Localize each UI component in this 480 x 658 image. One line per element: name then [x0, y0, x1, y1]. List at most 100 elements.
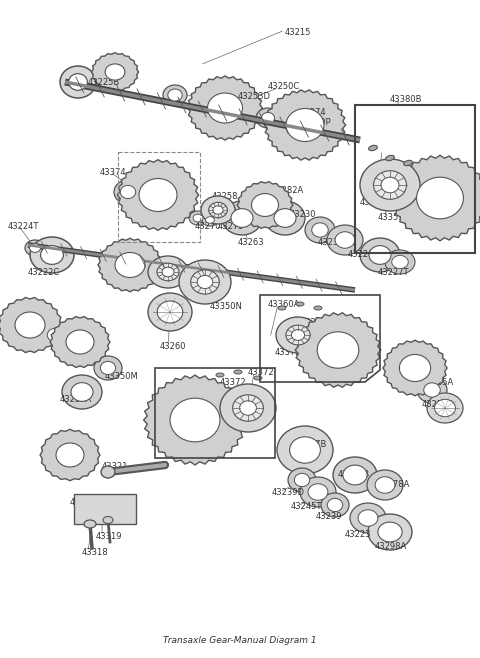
Text: 43239D: 43239D: [272, 488, 305, 497]
Ellipse shape: [56, 443, 84, 467]
Ellipse shape: [233, 395, 264, 421]
Ellipse shape: [60, 66, 96, 98]
Ellipse shape: [314, 306, 322, 310]
Text: 43353A: 43353A: [215, 420, 247, 429]
Ellipse shape: [312, 223, 328, 237]
Text: 43255A: 43255A: [60, 395, 92, 404]
Text: 43372: 43372: [220, 378, 247, 387]
Text: 43250C: 43250C: [268, 82, 300, 91]
Ellipse shape: [62, 375, 102, 409]
Ellipse shape: [417, 377, 447, 403]
Text: 43215: 43215: [285, 28, 312, 37]
Ellipse shape: [84, 520, 96, 528]
Ellipse shape: [25, 240, 45, 256]
Text: 43263: 43263: [238, 238, 264, 247]
Ellipse shape: [300, 477, 336, 507]
Ellipse shape: [327, 225, 363, 255]
Text: 43297B: 43297B: [295, 440, 327, 449]
Ellipse shape: [163, 85, 187, 105]
Ellipse shape: [213, 206, 223, 215]
Ellipse shape: [197, 276, 213, 289]
Ellipse shape: [94, 356, 122, 380]
Text: H43361: H43361: [168, 385, 201, 394]
Ellipse shape: [277, 426, 333, 474]
Text: 43282A: 43282A: [272, 186, 304, 195]
Ellipse shape: [333, 457, 377, 493]
Text: 43254B: 43254B: [338, 470, 370, 479]
Text: 43318: 43318: [82, 548, 108, 557]
Text: 43374: 43374: [100, 168, 127, 177]
Ellipse shape: [105, 64, 125, 80]
Text: 43280: 43280: [8, 318, 35, 327]
Ellipse shape: [381, 177, 399, 193]
Text: 43278A: 43278A: [378, 480, 410, 489]
Ellipse shape: [367, 470, 403, 500]
Ellipse shape: [162, 267, 174, 277]
Polygon shape: [264, 90, 346, 160]
Ellipse shape: [321, 493, 349, 517]
Ellipse shape: [252, 193, 278, 216]
Polygon shape: [92, 53, 139, 91]
Text: 43350N: 43350N: [210, 302, 243, 311]
Text: 43321: 43321: [102, 462, 129, 471]
Ellipse shape: [41, 323, 69, 347]
Ellipse shape: [317, 332, 359, 368]
Ellipse shape: [399, 355, 431, 382]
Ellipse shape: [378, 522, 402, 542]
Ellipse shape: [360, 238, 400, 272]
Polygon shape: [392, 155, 480, 241]
Ellipse shape: [417, 177, 463, 219]
Text: 43245T: 43245T: [291, 502, 323, 511]
Ellipse shape: [274, 209, 296, 228]
Text: 43265A: 43265A: [145, 275, 177, 284]
Text: 43350P: 43350P: [300, 118, 332, 127]
Ellipse shape: [335, 232, 355, 248]
Ellipse shape: [291, 330, 305, 340]
Text: 43372: 43372: [188, 408, 215, 417]
Text: 43239B: 43239B: [318, 238, 350, 247]
Text: 43227T: 43227T: [378, 268, 409, 277]
Polygon shape: [144, 375, 246, 465]
Ellipse shape: [308, 484, 328, 500]
Ellipse shape: [101, 466, 115, 478]
FancyBboxPatch shape: [74, 494, 136, 524]
Ellipse shape: [148, 293, 192, 331]
Text: 43239: 43239: [316, 512, 343, 521]
Ellipse shape: [48, 328, 63, 342]
Ellipse shape: [15, 312, 45, 338]
Ellipse shape: [434, 399, 456, 417]
Ellipse shape: [360, 159, 420, 211]
Text: Transaxle Gear-Manual Diagram 1: Transaxle Gear-Manual Diagram 1: [163, 636, 317, 645]
Ellipse shape: [71, 383, 93, 401]
Ellipse shape: [373, 170, 407, 199]
Ellipse shape: [294, 473, 310, 487]
Text: 43310: 43310: [48, 448, 74, 457]
Ellipse shape: [168, 89, 182, 101]
Polygon shape: [295, 313, 381, 388]
Polygon shape: [0, 297, 62, 353]
Text: 43222C: 43222C: [28, 268, 60, 277]
Ellipse shape: [209, 202, 228, 218]
Ellipse shape: [289, 437, 321, 463]
Ellipse shape: [207, 93, 242, 123]
Ellipse shape: [100, 361, 116, 374]
Polygon shape: [237, 182, 293, 228]
Ellipse shape: [179, 260, 231, 304]
Ellipse shape: [369, 245, 391, 265]
Ellipse shape: [254, 376, 262, 380]
Text: 43319: 43319: [96, 532, 122, 541]
Ellipse shape: [216, 373, 224, 377]
Text: 43372: 43372: [375, 165, 402, 174]
Text: 43298A: 43298A: [375, 542, 407, 551]
Ellipse shape: [30, 237, 74, 273]
Ellipse shape: [170, 398, 220, 442]
Ellipse shape: [189, 211, 207, 225]
Text: 43372: 43372: [408, 180, 434, 189]
Text: 43230: 43230: [290, 210, 316, 219]
Ellipse shape: [350, 503, 386, 533]
Ellipse shape: [392, 255, 408, 268]
Polygon shape: [117, 160, 199, 230]
Ellipse shape: [424, 383, 440, 397]
Text: 43375: 43375: [425, 228, 452, 237]
Text: 43350M: 43350M: [105, 372, 139, 381]
